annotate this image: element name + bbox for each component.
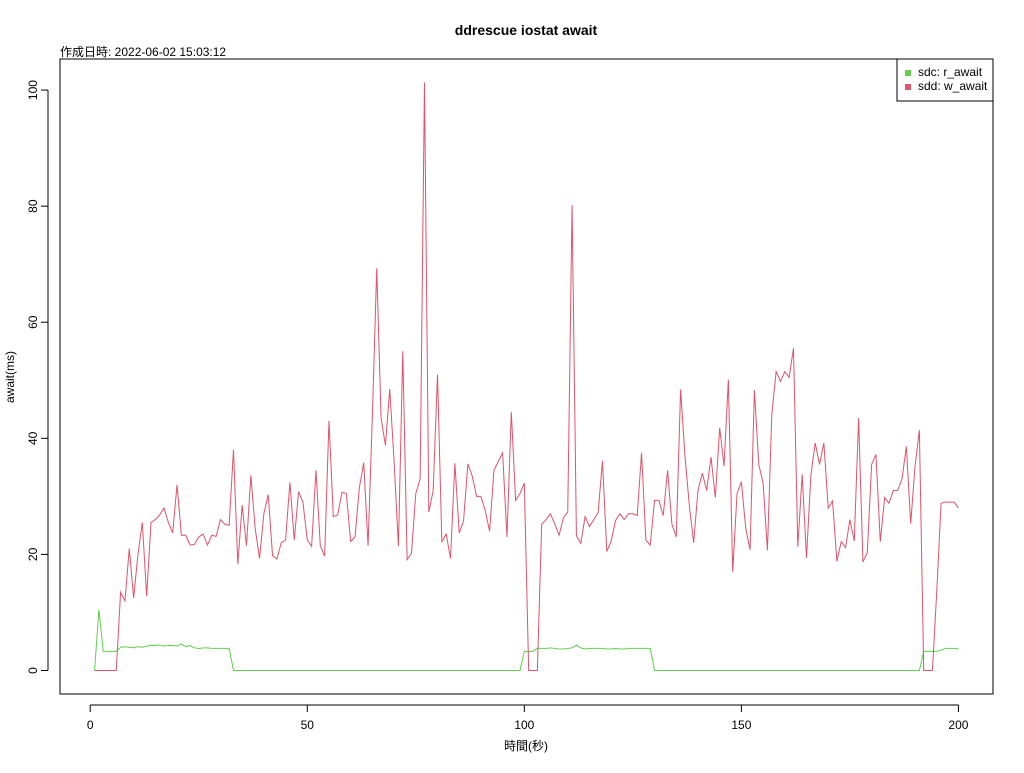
y-tick-label: 20	[26, 547, 40, 561]
legend-label: sdc: r_await	[918, 65, 983, 79]
chart-title: ddrescue iostat await	[455, 22, 598, 38]
y-axis-label: await(ms)	[3, 351, 17, 403]
legend-box	[896, 58, 994, 102]
data-line	[94, 82, 959, 671]
x-axis-label: 時間(秒)	[504, 739, 548, 753]
legend-swatch	[905, 70, 911, 76]
x-tick-label: 150	[731, 718, 751, 732]
subtitle: 作成日時: 2022-06-02 15:03:12	[60, 45, 226, 59]
x-tick-label: 100	[514, 718, 534, 732]
y-tick-label: 40	[26, 431, 40, 445]
y-tick-label: 80	[26, 199, 40, 213]
legend-swatch	[905, 84, 911, 90]
y-tick-label: 60	[26, 315, 40, 329]
y-tick-label: 100	[26, 80, 40, 100]
x-tick-label: 200	[948, 718, 968, 732]
x-tick-label: 0	[87, 718, 94, 732]
data-line	[94, 609, 959, 671]
plot-frame	[59, 58, 994, 695]
y-tick-label: 0	[26, 667, 40, 674]
legend-label: sdd: w_await	[918, 79, 988, 93]
x-tick-label: 50	[301, 718, 315, 732]
